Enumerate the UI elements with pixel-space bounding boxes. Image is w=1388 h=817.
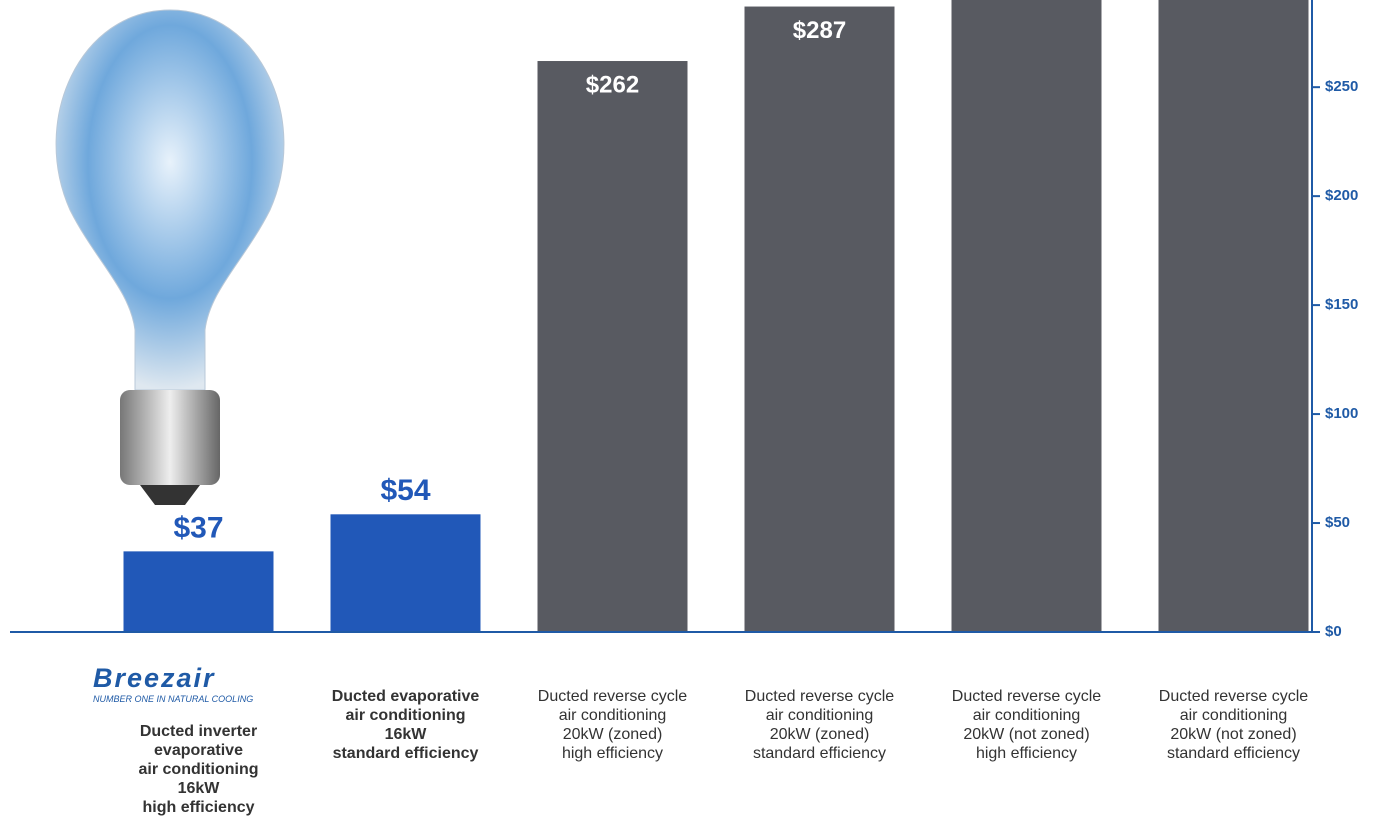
bar bbox=[951, 0, 1102, 633]
value-label: $37 bbox=[173, 511, 223, 544]
bar bbox=[330, 514, 481, 632]
bar bbox=[744, 6, 895, 633]
lightbulb-illustration bbox=[55, 9, 285, 505]
brand-tagline: NUMBER ONE IN NATURAL COOLING bbox=[93, 694, 254, 704]
brand-name: Breezair bbox=[93, 663, 216, 693]
y-tick-label: $100 bbox=[1325, 405, 1358, 422]
bar bbox=[1158, 0, 1309, 633]
value-label: $54 bbox=[380, 474, 430, 507]
y-tick-label: $150 bbox=[1325, 296, 1358, 313]
y-tick-label: $0 bbox=[1325, 623, 1342, 640]
value-label: $262 bbox=[586, 71, 639, 98]
bar bbox=[537, 61, 688, 632]
y-tick-label: $250 bbox=[1325, 78, 1358, 95]
category-label: Ducted evaporative air conditioning 16kW… bbox=[331, 688, 480, 762]
y-tick-label: $200 bbox=[1325, 187, 1358, 204]
brand-logo: Breezair NUMBER ONE IN NATURAL COOLING bbox=[93, 663, 254, 704]
category-label: Ducted reverse cycle air conditioning 20… bbox=[1158, 688, 1309, 762]
bar bbox=[123, 551, 274, 632]
category-label: Ducted reverse cycle air conditioning 20… bbox=[744, 688, 895, 762]
category-label: Ducted reverse cycle air conditioning 20… bbox=[537, 688, 688, 762]
value-label: $287 bbox=[793, 17, 846, 44]
category-label: Ducted reverse cycle air conditioning 20… bbox=[951, 688, 1102, 762]
y-tick-label: $50 bbox=[1325, 514, 1350, 531]
